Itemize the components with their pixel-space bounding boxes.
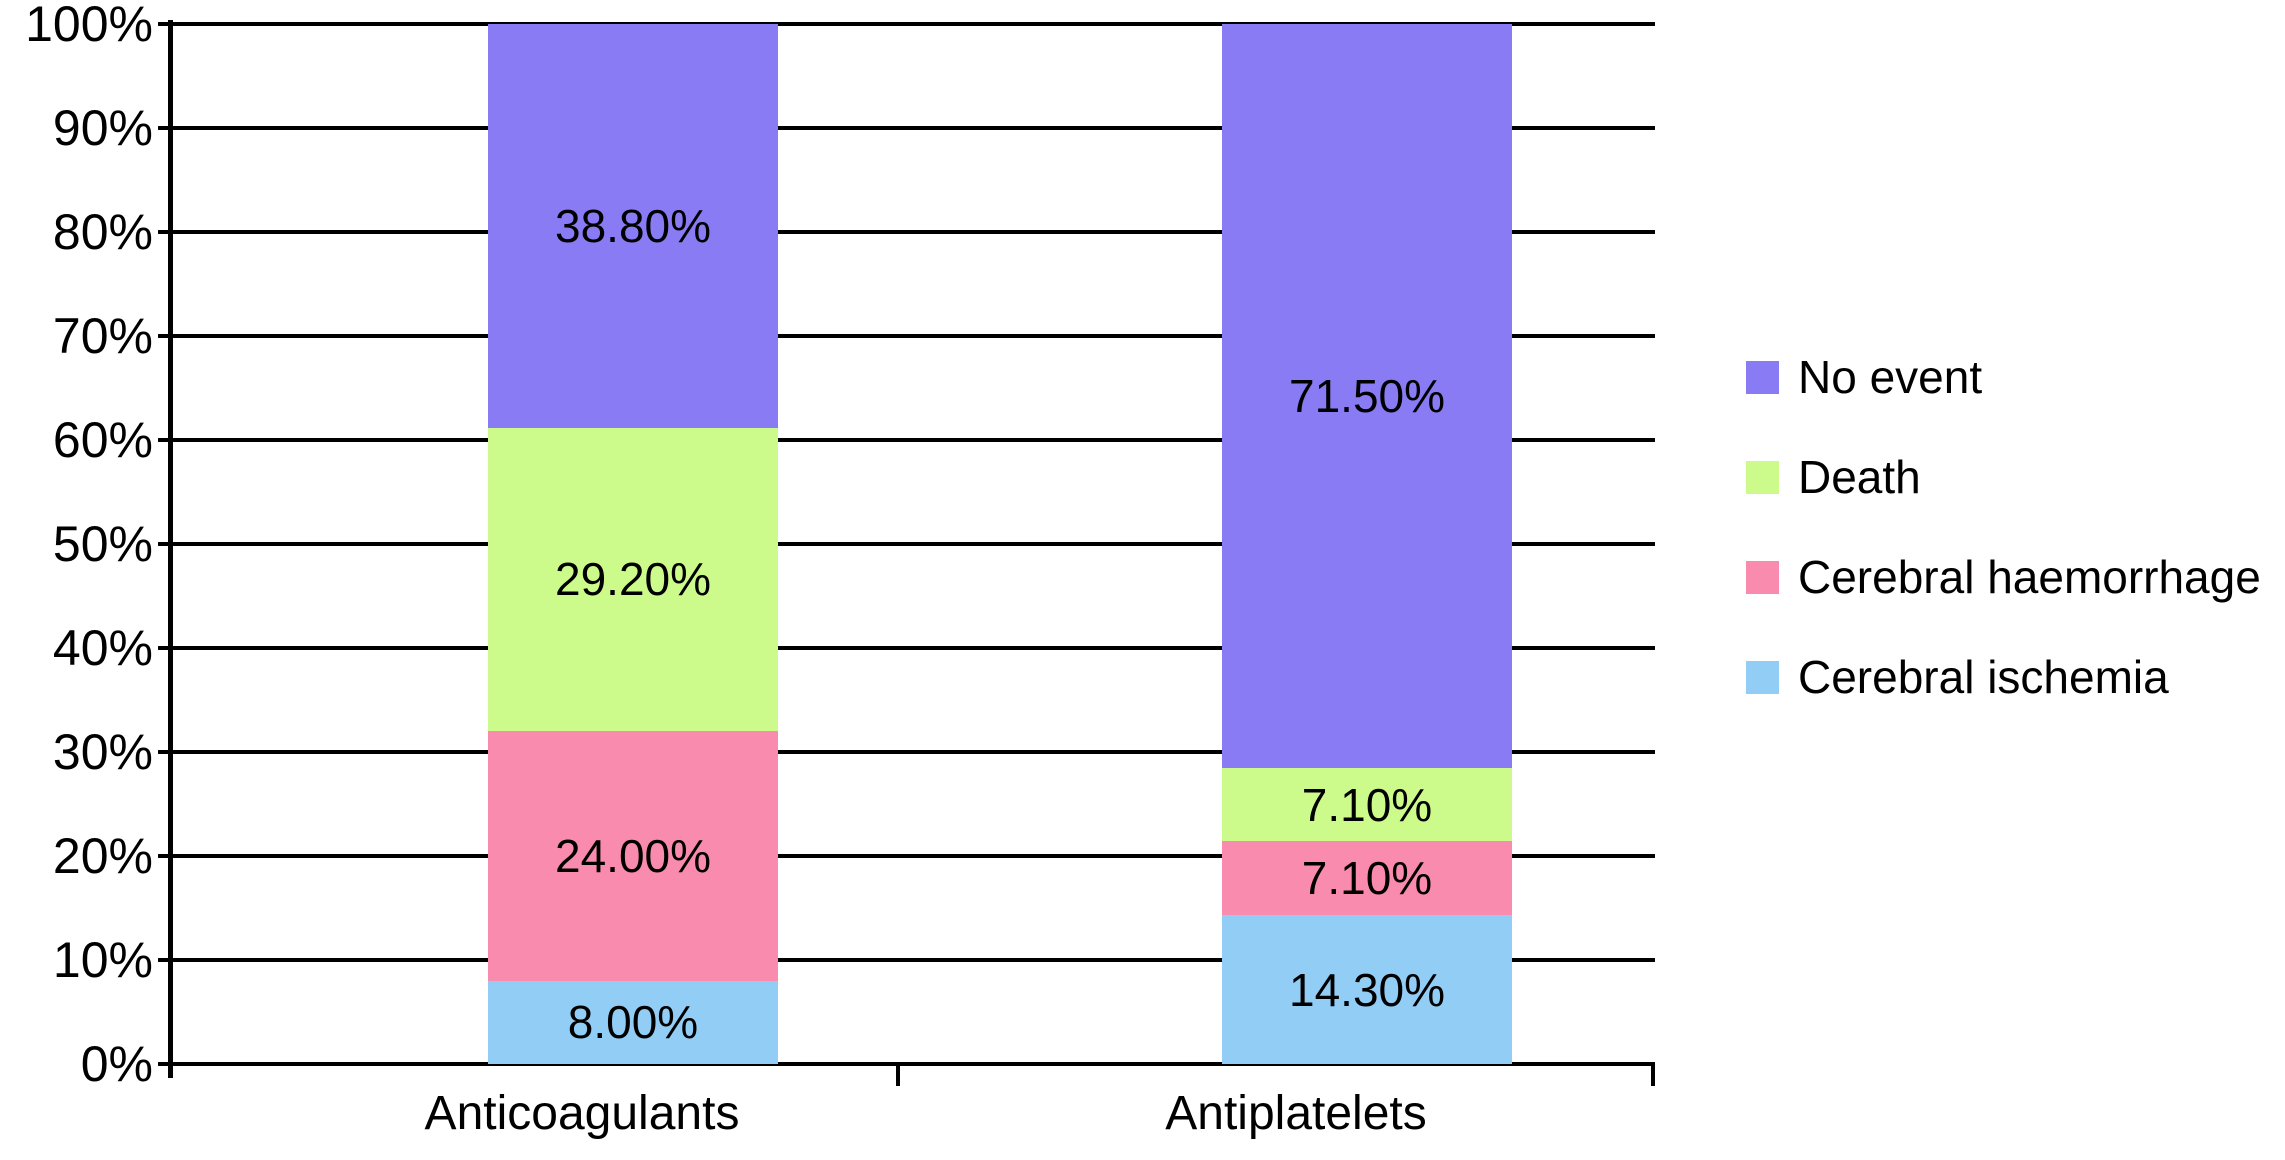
bar-segment-anticoagulants-no-event [488,24,778,428]
y-axis-tick-label: 60% [52,412,153,468]
y-axis-tick-label: 100% [25,0,153,52]
gridline-40% [158,646,1655,650]
data-label-antiplatelets-no-event: 71.50% [1288,369,1446,422]
legend-swatch-cerebral-ischemia [1746,660,1779,694]
legend-swatch-no-event [1746,360,1779,394]
y-axis-tick-label: 30% [52,724,153,780]
y-axis-line [168,20,173,1078]
x-axis-tick-1 [1651,1064,1655,1086]
legend-label-cerebral-ischemia: Cerebral ischemia [1798,651,2169,703]
legend-swatch-death [1746,460,1779,494]
gridline-10% [158,958,1655,962]
y-axis-tick-label: 70% [52,308,153,364]
y-axis-tick-label: 80% [52,204,153,260]
data-label-anticoagulants-cerebral-ischemia: 8.00% [567,996,699,1049]
legend-label-cerebral-haemorrhage: Cerebral haemorrhage [1798,551,2261,603]
bar-segment-anticoagulants-cerebral-ischemia [488,980,778,1064]
category-label-anticoagulants: Anticoagulants [424,1087,740,1140]
gridline-60% [158,438,1655,442]
legend-row-cerebral-ischemia: Cerebral ischemia [1746,654,2261,700]
legend-label-no-event: No event [1798,351,1983,403]
gridline-30% [158,750,1655,754]
category-label-antiplatelets: Antiplatelets [1165,1087,1427,1140]
bar-segment-antiplatelets-cerebral-ischemia [1222,915,1512,1064]
data-label-antiplatelets-cerebral-ischemia: 14.30% [1288,963,1446,1016]
gridline-80% [158,230,1655,234]
data-label-anticoagulants-no-event: 38.80% [554,199,712,252]
gridline-90% [158,126,1655,130]
data-label-antiplatelets-cerebral-haemorrhage: 7.10% [1301,852,1433,905]
gridline-0% [158,1062,1655,1066]
gridline-20% [158,854,1655,858]
y-axis-tick-label: 90% [52,100,153,156]
y-axis-tick-label: 20% [52,828,153,884]
bar-segment-antiplatelets-no-event [1222,24,1512,768]
legend: No event Death Cerebral haemorrhage Cere… [1746,354,2261,754]
legend-label-death: Death [1798,451,1921,503]
data-label-anticoagulants-death: 29.20% [554,553,712,606]
legend-swatch-cerebral-haemorrhage [1746,560,1779,594]
data-label-antiplatelets-death: 7.10% [1301,778,1433,831]
bar-segment-anticoagulants-cerebral-haemorrhage [488,731,778,981]
legend-row-no-event: No event [1746,354,2261,400]
gridline-100% [158,22,1655,26]
y-axis-tick-label: 10% [52,932,153,988]
data-label-anticoagulants-cerebral-haemorrhage: 24.00% [554,830,712,882]
bar-segment-antiplatelets-death [1222,767,1512,842]
y-axis-tick-label: 0% [80,1036,153,1092]
legend-row-cerebral-haemorrhage: Cerebral haemorrhage [1746,554,2261,600]
legend-row-death: Death [1746,454,2261,500]
bar-segment-antiplatelets-cerebral-haemorrhage [1222,841,1512,916]
y-axis-tick-label: 50% [52,516,153,572]
y-axis-tick-label: 40% [52,620,153,676]
bar-segment-anticoagulants-death [488,427,778,732]
gridline-50% [158,542,1655,546]
gridline-70% [158,334,1655,338]
x-axis-tick-0 [896,1064,900,1086]
